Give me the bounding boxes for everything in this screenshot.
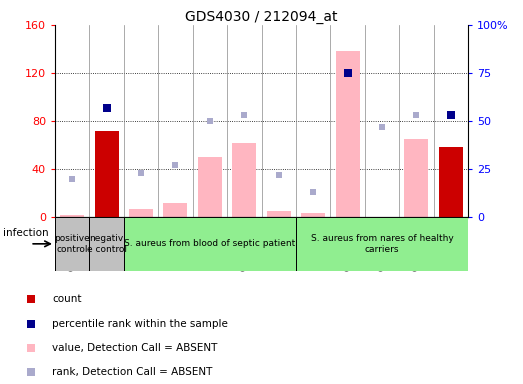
Text: GSM345270: GSM345270 [137, 220, 145, 270]
Bar [365, 217, 399, 271]
Bar [227, 217, 262, 271]
Bar [331, 217, 365, 271]
Bar [439, 147, 463, 217]
Text: GSM345276: GSM345276 [343, 220, 352, 270]
Title: GDS4030 / 212094_at: GDS4030 / 212094_at [185, 10, 338, 24]
Text: GSM345274: GSM345274 [274, 220, 283, 270]
Bar [262, 217, 296, 271]
Bar [55, 217, 89, 271]
Text: infection: infection [3, 228, 48, 238]
Bar [336, 51, 360, 217]
Bar [404, 139, 428, 217]
Bar [296, 217, 331, 271]
Bar [198, 157, 222, 217]
Text: positive
control: positive control [54, 234, 90, 253]
Bar [124, 217, 158, 271]
Bar [267, 211, 291, 217]
Text: rank, Detection Call = ABSENT: rank, Detection Call = ABSENT [52, 367, 213, 377]
Bar [399, 217, 434, 271]
Text: GSM345277: GSM345277 [378, 220, 386, 270]
Bar [158, 217, 192, 271]
Bar [89, 217, 124, 271]
Text: negativ
e control: negativ e control [87, 234, 127, 253]
Bar [55, 217, 89, 271]
Bar [89, 217, 124, 271]
Text: GSM345278: GSM345278 [412, 220, 421, 270]
Text: value, Detection Call = ABSENT: value, Detection Call = ABSENT [52, 343, 218, 353]
Bar [124, 217, 296, 271]
Bar [434, 217, 468, 271]
Bar [60, 215, 84, 217]
Text: GSM345269: GSM345269 [102, 220, 111, 270]
Bar [301, 214, 325, 217]
Text: S. aureus from blood of septic patient: S. aureus from blood of septic patient [124, 239, 295, 248]
Bar [129, 209, 153, 217]
Text: count: count [52, 294, 82, 304]
Text: GSM345275: GSM345275 [309, 220, 317, 270]
Bar [232, 142, 256, 217]
Text: GSM345273: GSM345273 [240, 220, 249, 270]
Bar [95, 131, 119, 217]
Text: GSM345272: GSM345272 [206, 220, 214, 270]
Text: S. aureus from nares of healthy
carriers: S. aureus from nares of healthy carriers [311, 234, 453, 253]
Bar [192, 217, 227, 271]
Text: GSM345268: GSM345268 [67, 220, 77, 270]
Text: GSM345271: GSM345271 [171, 220, 180, 270]
Bar [163, 203, 187, 217]
Text: GSM345279: GSM345279 [446, 220, 456, 270]
Text: percentile rank within the sample: percentile rank within the sample [52, 319, 228, 329]
Bar [296, 217, 468, 271]
